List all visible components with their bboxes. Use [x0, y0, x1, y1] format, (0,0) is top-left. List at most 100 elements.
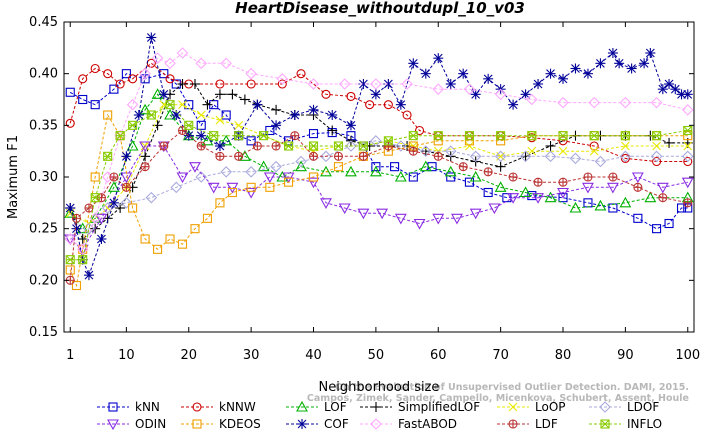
legend-marker — [297, 419, 307, 429]
data-point — [558, 131, 568, 141]
data-point — [159, 141, 169, 151]
data-point — [619, 96, 632, 109]
data-point — [345, 140, 357, 152]
data-point — [657, 84, 668, 95]
data-point — [395, 140, 407, 152]
data-point — [64, 234, 77, 246]
data-point — [84, 203, 94, 213]
data-point — [526, 93, 538, 106]
data-point — [358, 141, 368, 151]
data-point — [594, 199, 607, 211]
legend-label: LOF — [324, 400, 347, 414]
data-point — [145, 191, 158, 204]
data-point — [71, 223, 82, 234]
data-point — [507, 193, 520, 204]
x-axis-label: Neighborhood size — [319, 380, 440, 395]
data-point — [195, 57, 208, 70]
data-point — [109, 84, 119, 94]
data-point — [557, 187, 569, 199]
data-point — [196, 120, 206, 130]
x-tick-label: 1 — [66, 348, 74, 363]
data-point — [284, 141, 294, 151]
data-point — [333, 141, 344, 151]
watermark-line-1: On the Evaluation of Unsupervised Outlie… — [335, 382, 689, 393]
data-point — [402, 110, 412, 120]
data-point — [370, 135, 382, 147]
data-point — [146, 32, 157, 43]
data-point — [259, 131, 269, 141]
data-point — [469, 170, 482, 182]
data-point — [239, 94, 250, 105]
data-point — [469, 208, 482, 220]
data-point — [115, 79, 125, 89]
data-point — [357, 208, 370, 220]
data-point — [308, 104, 319, 115]
data-point — [128, 120, 138, 130]
data-point — [370, 89, 381, 100]
data-point — [558, 193, 568, 203]
data-point — [64, 233, 77, 245]
data-point — [408, 58, 419, 69]
data-point — [165, 234, 175, 244]
data-point — [320, 150, 332, 163]
data-point — [128, 74, 138, 84]
data-point — [676, 203, 687, 213]
legend-marker — [108, 402, 118, 412]
data-point — [650, 96, 663, 109]
data-point — [589, 146, 599, 156]
data-point — [183, 130, 194, 141]
data-point — [620, 141, 630, 151]
data-point — [308, 141, 319, 151]
plot-area — [64, 32, 694, 291]
series-line-odin — [69, 145, 688, 251]
data-point — [588, 96, 600, 109]
data-point — [545, 141, 556, 151]
data-point — [189, 79, 200, 89]
data-point — [320, 198, 332, 209]
data-point — [121, 182, 131, 192]
data-point — [189, 162, 201, 173]
data-point — [284, 177, 294, 187]
data-point — [464, 177, 474, 187]
x-tick-label: 90 — [617, 348, 634, 363]
x-tick-label: 60 — [430, 348, 447, 363]
data-point — [633, 213, 643, 223]
data-point — [683, 156, 693, 167]
data-point — [545, 68, 556, 79]
data-point — [327, 125, 338, 136]
series-line-loop — [69, 104, 688, 225]
data-point — [120, 197, 133, 209]
legend-label: LoOP — [535, 400, 566, 414]
series-simplifiedlof — [65, 79, 693, 244]
data-point — [103, 110, 113, 120]
legend-item-knnw: kNNW — [181, 400, 256, 414]
data-point — [408, 131, 418, 141]
data-point — [419, 160, 432, 172]
data-point — [365, 100, 375, 110]
data-point — [652, 156, 662, 167]
data-point — [595, 58, 606, 69]
data-point — [644, 191, 657, 203]
data-point — [177, 125, 188, 136]
data-point — [645, 48, 656, 58]
data-point — [221, 110, 231, 120]
data-point — [234, 120, 244, 130]
data-point — [583, 198, 593, 208]
data-point — [420, 68, 431, 79]
data-point — [445, 79, 456, 89]
legend-label: ODIN — [135, 417, 166, 431]
data-point — [508, 172, 518, 182]
data-point — [338, 203, 351, 215]
data-point — [121, 151, 132, 162]
data-point — [470, 89, 481, 100]
data-point — [519, 186, 532, 198]
data-point — [215, 79, 225, 89]
data-point — [146, 110, 156, 120]
data-point — [307, 177, 320, 189]
x-tick-label: 10 — [118, 348, 135, 363]
data-point — [626, 63, 637, 74]
data-point — [488, 203, 501, 215]
series-cof — [65, 32, 693, 281]
data-point — [652, 131, 662, 141]
legend-marker — [296, 400, 308, 412]
